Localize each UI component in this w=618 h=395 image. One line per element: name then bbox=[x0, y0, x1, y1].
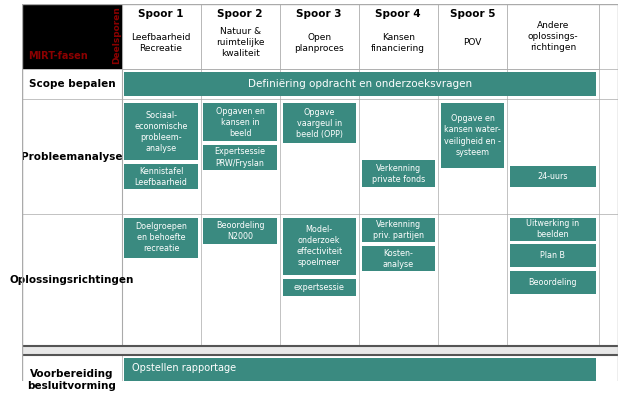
Text: Opgaven en
kansen in
beeld: Opgaven en kansen in beeld bbox=[216, 107, 265, 138]
Text: Leefbaarheid
Recreatie: Leefbaarheid Recreatie bbox=[132, 33, 191, 53]
Bar bbox=[280, 4, 358, 69]
Bar bbox=[441, 103, 504, 168]
Text: Oplossingsrichtingen: Oplossingsrichtingen bbox=[10, 275, 134, 285]
Bar bbox=[122, 4, 201, 69]
Bar bbox=[124, 218, 198, 258]
Bar bbox=[124, 71, 596, 96]
Text: Andere
oplossings-
richtingen: Andere oplossings- richtingen bbox=[528, 21, 578, 52]
Text: Beoordeling: Beoordeling bbox=[528, 278, 577, 287]
Bar bbox=[22, 346, 122, 395]
Bar bbox=[124, 358, 596, 395]
Text: Spoor 1: Spoor 1 bbox=[138, 9, 184, 19]
Text: Probleemanalyse: Probleemanalyse bbox=[21, 152, 122, 162]
Text: Model-
onderzoek
effectiviteit
spoelmeer: Model- onderzoek effectiviteit spoelmeer bbox=[296, 225, 342, 267]
Text: Spoor 4: Spoor 4 bbox=[375, 9, 421, 19]
Bar bbox=[282, 218, 356, 275]
Text: Expertsessie
PRW/Fryslan: Expertsessie PRW/Fryslan bbox=[214, 147, 266, 167]
Bar bbox=[282, 279, 356, 296]
Bar bbox=[203, 145, 277, 170]
Text: Deelsporen: Deelsporen bbox=[112, 6, 121, 64]
Text: POV: POV bbox=[464, 38, 481, 47]
Bar bbox=[510, 218, 596, 241]
Text: Plan B: Plan B bbox=[540, 251, 565, 260]
Text: Spoor 2: Spoor 2 bbox=[218, 9, 263, 19]
Bar bbox=[22, 4, 122, 69]
Bar bbox=[124, 103, 198, 160]
Bar bbox=[507, 4, 599, 69]
Text: Open
planproces: Open planproces bbox=[294, 33, 344, 53]
Text: Kosten-
analyse: Kosten- analyse bbox=[383, 248, 414, 269]
Text: Scope bepalen: Scope bepalen bbox=[28, 79, 115, 89]
Text: Beoordeling
N2000: Beoordeling N2000 bbox=[216, 221, 265, 241]
Text: Opgave en
kansen water-
veiligheid en -
systeem: Opgave en kansen water- veiligheid en - … bbox=[444, 115, 501, 157]
Bar bbox=[203, 103, 277, 141]
Text: Spoor 3: Spoor 3 bbox=[297, 9, 342, 19]
Text: Voorbereiden besluitvorming: Voorbereiden besluitvorming bbox=[132, 387, 273, 395]
Bar bbox=[22, 355, 618, 395]
Text: Kennistafel
Leefbaarheid: Kennistafel Leefbaarheid bbox=[135, 167, 187, 186]
Text: Verkenning
private fonds: Verkenning private fonds bbox=[371, 164, 425, 184]
Bar bbox=[124, 164, 198, 189]
Bar bbox=[438, 4, 507, 69]
Text: expertsessie: expertsessie bbox=[294, 283, 345, 292]
Bar bbox=[358, 4, 438, 69]
Bar bbox=[22, 346, 618, 355]
Text: 24-uurs: 24-uurs bbox=[538, 172, 568, 181]
Text: Spoor 5: Spoor 5 bbox=[450, 9, 495, 19]
Bar bbox=[282, 103, 356, 143]
Bar bbox=[510, 271, 596, 294]
Text: MIRT-fasen: MIRT-fasen bbox=[28, 51, 88, 61]
Text: Natuur &
ruimtelijke
kwaliteit: Natuur & ruimtelijke kwaliteit bbox=[216, 27, 265, 58]
Bar bbox=[203, 218, 277, 245]
Bar bbox=[362, 246, 435, 271]
Text: Uitwerking in
beelden: Uitwerking in beelden bbox=[527, 219, 580, 239]
Bar bbox=[510, 245, 596, 267]
Bar bbox=[510, 166, 596, 187]
Text: Opgave
vaargeul in
beeld (OPP): Opgave vaargeul in beeld (OPP) bbox=[295, 107, 342, 139]
Text: Definiëring opdracht en onderzoeksvragen: Definiëring opdracht en onderzoeksvragen bbox=[248, 79, 472, 89]
Text: Opstellen rapportage: Opstellen rapportage bbox=[132, 363, 236, 372]
Text: Kansen
financiering: Kansen financiering bbox=[371, 33, 425, 53]
Bar bbox=[362, 218, 435, 243]
Text: Voorbereiding
besluitvorming: Voorbereiding besluitvorming bbox=[27, 369, 116, 391]
Text: Doelgroepen
en behoefte
recreatie: Doelgroepen en behoefte recreatie bbox=[135, 222, 187, 253]
Text: Sociaal-
economische
probleem-
analyse: Sociaal- economische probleem- analyse bbox=[134, 111, 188, 153]
Bar bbox=[201, 4, 280, 69]
Text: Verkenning
priv. partijen: Verkenning priv. partijen bbox=[373, 220, 424, 240]
Bar bbox=[362, 160, 435, 187]
